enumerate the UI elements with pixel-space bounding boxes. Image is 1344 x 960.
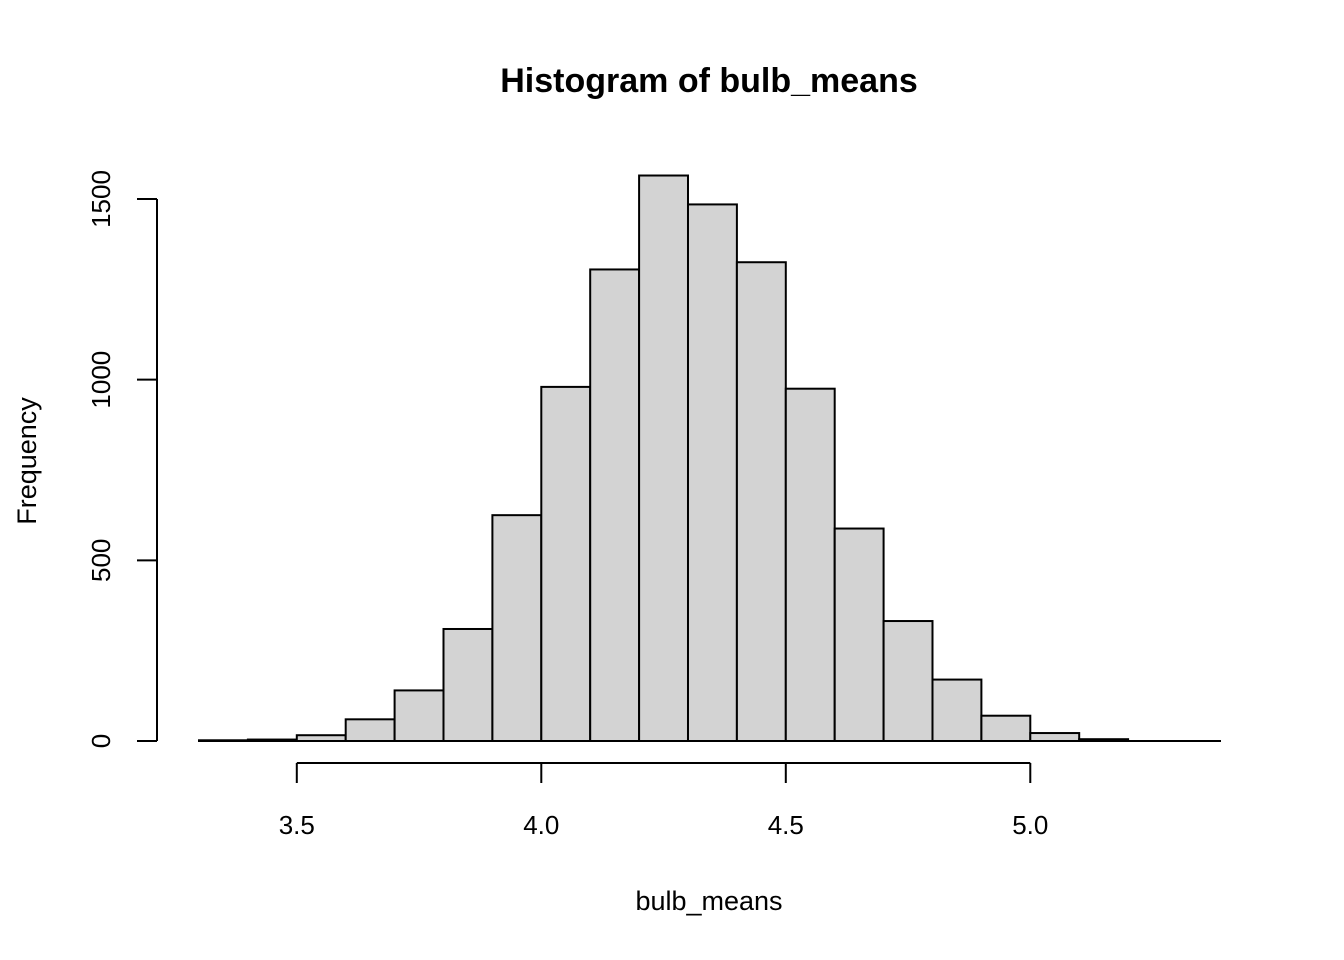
histogram-bar [589,268,641,742]
histogram-bar [686,203,738,743]
x-axis: 3.5 4.0 4.5 5.0 [279,762,1048,840]
histogram-bar [735,261,787,742]
histogram-bar [638,174,689,743]
histogram-bar [882,620,934,743]
y-tick-label: 500 [86,539,116,582]
y-axis: 0 500 1000 1500 [86,170,158,748]
histogram-bar [1029,732,1081,742]
chart-title: Histogram of bulb_means [500,62,918,100]
x-tick-label: 4.0 [523,810,559,840]
histogram-bar [833,527,885,743]
histogram-bar [931,678,983,742]
y-tick-label: 1000 [86,351,116,409]
y-tick-label: 0 [86,734,116,748]
histogram-bar [344,718,396,743]
histogram-bar [980,714,1032,742]
histogram-bar [784,387,836,742]
y-tick-label: 1500 [86,170,116,228]
histogram-bar [442,627,494,743]
x-tick-label: 4.5 [768,810,804,840]
x-tick-label: 3.5 [279,810,315,840]
bars-group [198,174,1221,743]
x-axis-label: bulb_means [635,886,782,916]
histogram-bar [540,385,592,742]
histogram-bar [491,514,543,743]
histogram-bar [393,689,445,742]
y-axis-label: Frequency [12,397,42,525]
x-tick-label: 5.0 [1012,810,1048,840]
